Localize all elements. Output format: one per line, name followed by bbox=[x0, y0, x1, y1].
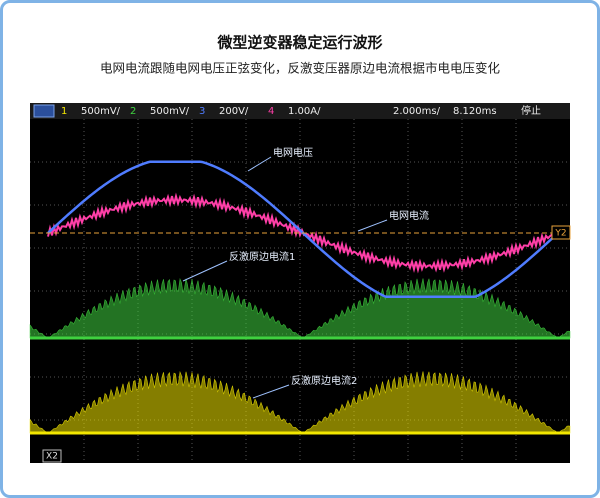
annotation-leader bbox=[357, 219, 388, 232]
toolbar bbox=[30, 103, 570, 119]
menu-icon[interactable] bbox=[33, 104, 55, 118]
marker: Y2 bbox=[554, 229, 566, 239]
annotation-leader bbox=[252, 384, 290, 399]
marker-box bbox=[42, 449, 62, 463]
channel-1-wave bbox=[29, 370, 571, 434]
channel-3-wave bbox=[47, 160, 555, 298]
channel-number: 2 bbox=[130, 106, 136, 117]
scene: 微型逆变器稳定运行波形 电网电流跟随电网电压正弦变化，反激变压器原边电流根据市电… bbox=[29, 34, 571, 463]
annotation: 电网电压 bbox=[273, 146, 313, 159]
scope-ui: 1 500mV/2 500mV/3 200V/4 1.00A/2.000ms/8.120… bbox=[42, 104, 571, 463]
annotation: 反激原边电流2 bbox=[291, 374, 357, 387]
annotation: 电网电流 bbox=[389, 209, 429, 222]
channel-number: 3 bbox=[199, 106, 205, 117]
delay: 8.120ms bbox=[453, 106, 497, 117]
timebase: 2.000ms/ bbox=[393, 106, 441, 117]
annotation: 反激原边电流1 bbox=[229, 250, 295, 263]
annotation-leader bbox=[247, 156, 272, 172]
channel-scale: 500mV/ bbox=[150, 106, 190, 117]
waveforms bbox=[29, 160, 571, 435]
channel-number: 1 bbox=[61, 106, 67, 117]
status: 停止 bbox=[521, 104, 541, 117]
subtitle: 电网电流跟随电网电压正弦变化，反激变压器原边电流根据市电电压变化 bbox=[100, 61, 501, 76]
channel-scale: 1.00A/ bbox=[288, 106, 321, 117]
channel-scale: 200V/ bbox=[219, 106, 249, 117]
marker: X2 bbox=[46, 452, 58, 462]
title: 微型逆变器稳定运行波形 bbox=[216, 34, 382, 52]
annotation-leader bbox=[182, 260, 228, 282]
channel-scale: 500mV/ bbox=[81, 106, 121, 117]
marker-box bbox=[551, 225, 571, 240]
channel-number: 4 bbox=[268, 106, 274, 117]
